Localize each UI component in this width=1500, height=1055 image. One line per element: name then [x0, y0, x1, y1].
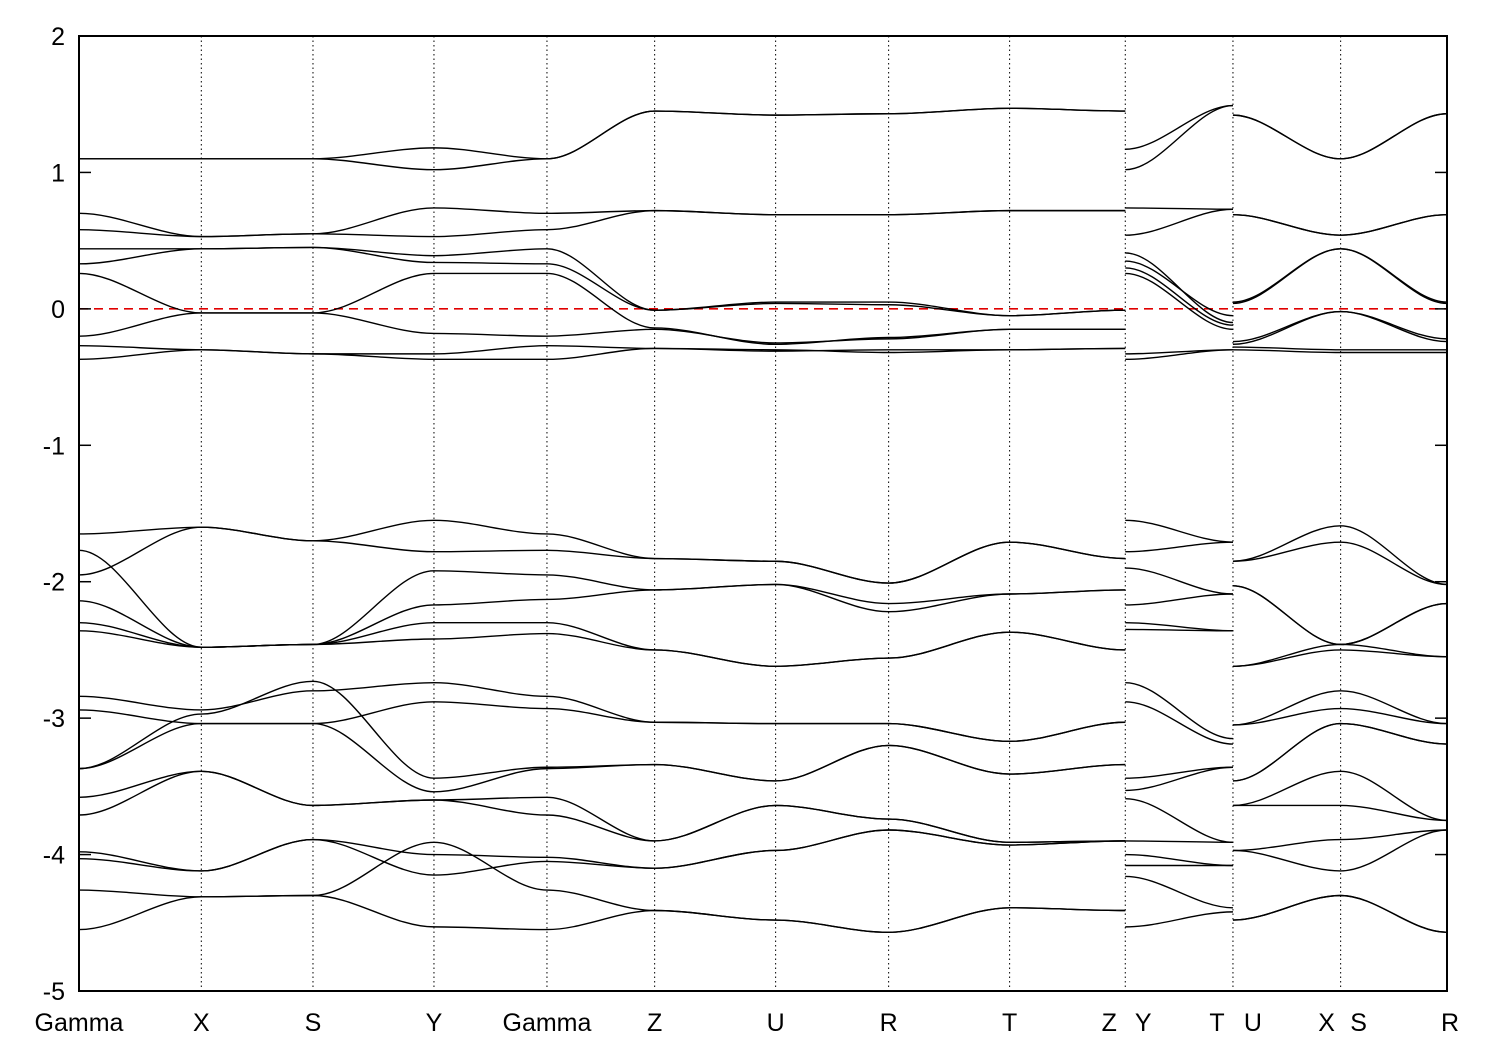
band-line	[79, 107, 1126, 171]
band-line	[1232, 722, 1448, 782]
x-tick-label: T	[1209, 1009, 1224, 1037]
band-line	[78, 246, 1126, 317]
band-line	[1125, 272, 1233, 331]
band-line	[78, 630, 1126, 668]
band-line	[1232, 214, 1448, 236]
band-line	[1125, 911, 1233, 928]
x-tick-label: Gamma	[503, 1009, 592, 1037]
band-line	[79, 107, 1126, 160]
x-tick-label: R	[1441, 1009, 1459, 1037]
band-line	[1232, 804, 1448, 822]
band-line	[1125, 104, 1233, 150]
band-line	[1232, 643, 1448, 667]
band-line	[78, 829, 1126, 876]
band-line	[1232, 829, 1448, 852]
y-tick-label: -4	[43, 842, 65, 870]
band-line	[78, 701, 1126, 743]
band-line	[1125, 267, 1233, 326]
band-line	[1125, 681, 1233, 740]
x-tick-label: S	[1350, 1009, 1367, 1037]
band-line	[78, 583, 1126, 648]
band-line	[1232, 585, 1448, 646]
band-line	[1125, 628, 1233, 632]
y-tick-label: -1	[43, 432, 65, 460]
y-tick-label: -3	[43, 705, 65, 733]
band-line	[78, 209, 1126, 238]
band-line	[1125, 853, 1233, 867]
bands-group	[78, 104, 1448, 934]
x-axis: Gamma X S Y Gamma Z U R T Z Y T U X S R	[35, 1009, 1459, 1037]
band-line	[78, 347, 1126, 361]
band-line	[1125, 349, 1233, 361]
band-line	[1232, 894, 1448, 934]
x-tick-label: U	[1244, 1009, 1262, 1037]
band-line	[78, 344, 1126, 355]
band-line	[1232, 829, 1448, 872]
band-line	[78, 770, 1126, 843]
band-line	[78, 770, 1126, 843]
band-line	[1125, 541, 1233, 553]
band-line	[1232, 649, 1448, 667]
y-tick-label: -2	[43, 569, 65, 597]
band-line	[78, 894, 1126, 934]
band-line	[1125, 840, 1233, 843]
band-line	[1232, 585, 1448, 646]
band-line	[1232, 310, 1448, 346]
x-tick-label: Z	[647, 1009, 662, 1037]
band-line	[1232, 894, 1448, 934]
band-line	[1125, 701, 1233, 745]
band-line	[1232, 349, 1447, 354]
band-line	[1125, 519, 1233, 543]
band-line	[1232, 770, 1448, 822]
band-line	[1125, 208, 1233, 236]
band-line	[1232, 113, 1448, 160]
band-line	[1232, 707, 1448, 726]
y-tick-label: 1	[51, 159, 65, 187]
band-line	[78, 681, 1126, 743]
band-line	[1125, 875, 1233, 909]
band-line	[1232, 113, 1448, 160]
y-tick-label: 0	[51, 296, 65, 324]
plot-frame-group	[78, 35, 1448, 992]
y-tick-label: -5	[43, 978, 65, 1006]
band-line	[1232, 214, 1448, 236]
y-tick-label: 2	[51, 23, 65, 51]
band-line	[78, 526, 1126, 584]
band-line	[1125, 104, 1233, 171]
x-tick-label: X	[193, 1009, 210, 1037]
band-line	[78, 841, 1126, 934]
band-line	[78, 722, 1126, 793]
band-line	[1232, 346, 1447, 351]
band-line	[1125, 797, 1233, 843]
band-line	[1232, 541, 1448, 586]
band-line	[1125, 593, 1233, 606]
band-line	[1232, 690, 1448, 726]
x-tick-label: Gamma	[35, 1009, 124, 1037]
y-axis: -5 -4 -3 -2 -1 0 1 2	[43, 23, 1447, 1006]
band-line	[1232, 525, 1448, 586]
x-tick-label: Y	[426, 1009, 443, 1037]
band-line	[1232, 248, 1448, 303]
x-tick-label: X	[1318, 1009, 1335, 1037]
band-line	[1125, 260, 1233, 317]
band-line	[78, 621, 1126, 668]
band-line	[1125, 766, 1233, 792]
band-line	[1232, 248, 1448, 305]
x-tick-label: U	[767, 1009, 785, 1037]
band-line	[1125, 567, 1233, 595]
band-line	[79, 246, 1126, 317]
x-tick-label: S	[305, 1009, 322, 1037]
band-line	[1125, 207, 1233, 210]
high-symmetry-lines	[200, 36, 1342, 991]
band-line	[78, 312, 1126, 344]
band-line	[1232, 722, 1448, 782]
x-tick-label: R	[880, 1009, 898, 1037]
plot-frame	[78, 35, 1448, 992]
x-tick-label: Y	[1135, 1009, 1152, 1037]
x-tick-label: T	[1002, 1009, 1017, 1037]
x-tick-label: Z	[1102, 1009, 1117, 1037]
